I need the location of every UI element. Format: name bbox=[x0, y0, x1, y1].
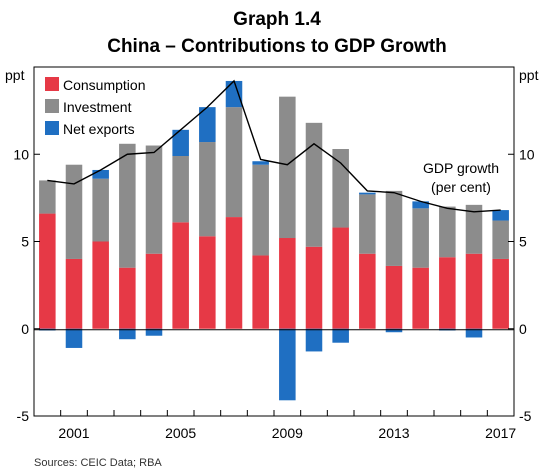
bar-investment-2012 bbox=[359, 194, 376, 254]
gdp-line-layer bbox=[47, 79, 501, 213]
y-axis-label-left: ppt bbox=[5, 67, 25, 83]
y-tick-label-left--5: -5 bbox=[17, 408, 30, 424]
bar-consumption-2017 bbox=[492, 258, 509, 329]
bar-consumption-2007 bbox=[225, 217, 243, 329]
bar-net-exports-2017 bbox=[492, 210, 509, 221]
bars-layer bbox=[39, 80, 509, 401]
bar-investment-2016 bbox=[465, 204, 483, 254]
bar-consumption-2001 bbox=[65, 258, 83, 329]
legend: Consumption Investment Net exports bbox=[45, 77, 146, 137]
bar-net-exports-2014 bbox=[412, 201, 429, 209]
axes-layer: -5 -5 0 0 5 5 10 10 2001 2005 2009 2013 2017 bbox=[13, 146, 534, 441]
bar-net-exports-2005 bbox=[172, 129, 189, 156]
bar-net-exports-2003 bbox=[119, 328, 136, 340]
bar-investment-2015 bbox=[439, 206, 456, 258]
bar-consumption-2012 bbox=[359, 253, 376, 329]
bar-investment-2000 bbox=[39, 180, 56, 214]
gdp-annotation-line1: GDP growth bbox=[423, 160, 499, 176]
bar-net-exports-2007 bbox=[225, 80, 243, 108]
legend-swatch-net-exports bbox=[45, 121, 59, 135]
bar-investment-2013 bbox=[385, 190, 403, 266]
bar-net-exports-2012 bbox=[359, 192, 376, 195]
bar-consumption-2009 bbox=[279, 238, 296, 329]
y-tick-label-right-0: 0 bbox=[519, 321, 527, 337]
bar-investment-2010 bbox=[305, 122, 323, 247]
bar-investment-2001 bbox=[65, 164, 83, 259]
bar-investment-2017 bbox=[492, 220, 509, 259]
bar-consumption-2015 bbox=[439, 257, 456, 329]
legend-swatch-investment bbox=[45, 99, 59, 113]
bar-consumption-2011 bbox=[332, 227, 349, 329]
bar-consumption-2002 bbox=[92, 241, 109, 329]
bar-consumption-2016 bbox=[465, 253, 483, 329]
bar-consumption-2003 bbox=[119, 267, 136, 329]
x-tick-label-2005: 2005 bbox=[165, 425, 196, 441]
y-tick-label-left-0: 0 bbox=[21, 321, 29, 337]
bar-investment-2003 bbox=[119, 143, 136, 268]
y-axis-label-right: ppt bbox=[519, 67, 539, 83]
legend-label-consumption: Consumption bbox=[63, 77, 146, 93]
y-tick-label-left-10: 10 bbox=[13, 146, 29, 162]
y-tick-label-right-5: 5 bbox=[519, 234, 527, 250]
source-note: Sources: CEIC Data; RBA bbox=[34, 457, 162, 469]
bar-net-exports-2006 bbox=[199, 107, 216, 143]
y-tick-label-right-10: 10 bbox=[519, 146, 535, 162]
bar-investment-2007 bbox=[225, 107, 243, 218]
bar-consumption-2010 bbox=[305, 246, 323, 329]
bar-investment-2008 bbox=[252, 164, 269, 256]
chart-subtitle: China – Contributions to GDP Growth bbox=[107, 36, 447, 57]
bar-net-exports-2002 bbox=[92, 169, 109, 179]
bar-consumption-2000 bbox=[39, 213, 56, 329]
bar-net-exports-2001 bbox=[65, 328, 83, 348]
bar-consumption-2005 bbox=[172, 222, 189, 329]
bar-consumption-2008 bbox=[252, 255, 269, 329]
bar-investment-2014 bbox=[412, 208, 429, 268]
legend-label-net-exports: Net exports bbox=[63, 121, 135, 137]
gdp-annotation-line2: (per cent) bbox=[431, 179, 491, 195]
bar-net-exports-2010 bbox=[305, 328, 323, 352]
bar-net-exports-2004 bbox=[145, 328, 163, 336]
x-tick-label-2001: 2001 bbox=[58, 425, 89, 441]
legend-swatch-consumption bbox=[45, 77, 59, 91]
bar-net-exports-2009 bbox=[279, 328, 296, 401]
bar-investment-2006 bbox=[199, 142, 216, 237]
bar-consumption-2006 bbox=[199, 236, 216, 329]
bar-net-exports-2013 bbox=[385, 328, 403, 333]
x-tick-label-2009: 2009 bbox=[272, 425, 303, 441]
bar-investment-2009 bbox=[279, 96, 296, 239]
bar-net-exports-2016 bbox=[465, 328, 483, 338]
bar-net-exports-2008 bbox=[252, 161, 269, 165]
gdp-growth-line bbox=[47, 79, 501, 213]
chart-title: Graph 1.4 bbox=[233, 9, 321, 30]
y-tick-label-left-5: 5 bbox=[21, 234, 29, 250]
bar-consumption-2013 bbox=[385, 265, 403, 329]
x-tick-label-2017: 2017 bbox=[485, 425, 516, 441]
legend-label-investment: Investment bbox=[63, 99, 132, 115]
bar-investment-2005 bbox=[172, 156, 189, 223]
bar-consumption-2004 bbox=[145, 253, 163, 329]
bar-consumption-2014 bbox=[412, 267, 429, 329]
bar-net-exports-2011 bbox=[332, 328, 349, 343]
bar-investment-2004 bbox=[145, 145, 163, 254]
y-tick-label-right--5: -5 bbox=[519, 408, 532, 424]
bar-investment-2002 bbox=[92, 178, 109, 242]
bar-investment-2011 bbox=[332, 149, 349, 228]
x-tick-label-2013: 2013 bbox=[378, 425, 409, 441]
